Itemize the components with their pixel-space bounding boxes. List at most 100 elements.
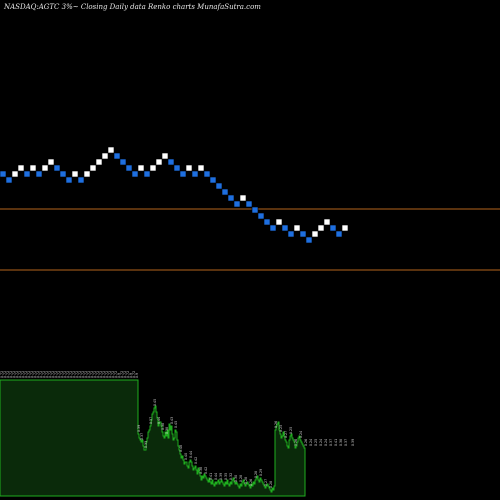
volume-label: 0.28 [244,477,248,484]
volume-label: 0.42 [204,467,208,474]
down-brick [209,176,217,184]
up-brick [293,224,301,232]
volume-label: 0.72 [30,371,34,378]
volume-label: 0.72 [57,371,61,378]
volume-label: 0.72 [36,371,40,378]
down-brick [215,182,223,190]
up-brick [149,164,157,172]
down-brick [5,176,13,184]
down-brick [125,164,133,172]
up-brick [311,230,319,238]
up-brick [161,152,169,160]
renko-bricks [0,146,349,244]
up-brick [47,158,55,166]
volume-label: 0.26 [304,439,308,446]
volume-label: 0.37 [140,433,144,440]
volume-label: 0.72 [102,371,106,378]
down-brick [53,164,61,172]
volume-label: 0.38 [199,467,203,474]
up-brick [185,164,193,172]
volume-label: 0.48 [179,445,183,452]
volume-label: 0.35 [224,473,228,480]
volume-label: 0.72 [51,371,55,378]
volume-label: 0.26 [249,479,253,486]
down-brick [59,170,67,178]
down-brick [77,176,85,184]
volume-label: 0.26 [274,421,278,428]
down-brick [329,224,337,232]
volume-label: 0.41 [209,473,213,480]
volume-label: 0.32 [229,473,233,480]
volume-label: 0.72 [99,371,103,378]
down-brick [305,236,313,244]
volume-label: 0.72 [42,371,46,378]
volume-label: 0.45 [153,399,157,406]
up-brick [239,194,247,202]
volume-label: 0.72 [93,371,97,378]
volume-label: 0.72 [66,371,70,378]
volume-label: 0.72 [60,371,64,378]
volume-labels: 0.72 0.72 0.72 0.72 0.72 0.72 0.72 0.72 0.72 0.72… [0,371,355,488]
volume-label: 0.37 [344,439,348,446]
down-brick [251,206,259,214]
volume-label: 0.72 [63,371,67,378]
volume-label: 0.72 [45,371,49,378]
volume-label: 0.39 [351,439,355,446]
volume-label: 0.25 [289,427,293,434]
down-brick [233,200,241,208]
volume-label: 0.72 [78,371,82,378]
volume-label: 0.44 [157,417,161,424]
volume-label: 0.24 [324,439,328,446]
volume-label: 0.42 [194,457,198,464]
down-brick [0,170,7,178]
volume-label: 0.37 [329,439,333,446]
up-brick [197,164,205,172]
volume-label: 0.72 [6,371,10,378]
volume-label: 0.72 [120,371,124,378]
volume-label: 0.72 [123,371,127,378]
down-brick [221,188,229,196]
volume-label: 0.72 [18,371,22,378]
volume-label: 0.72 [96,371,100,378]
volume-label: 0.38 [339,439,343,446]
volume-label: 0.26 [294,439,298,446]
volume-label: 0.30 [234,475,238,482]
volume-label: 0.9 [135,373,139,378]
volume-label: 0.72 [39,371,43,378]
volume-label: 0.39 [137,425,141,432]
volume-fill [0,379,306,497]
down-brick [269,224,277,232]
volume-label: 0.25 [279,425,283,432]
volume-label: 0.41 [334,439,338,446]
volume-label: 0.72 [75,371,79,378]
volume-area [0,379,306,497]
down-brick [227,194,235,202]
volume-label: 0.9 [117,373,121,378]
volume-label: 0.24 [319,439,323,446]
up-brick [275,218,283,226]
volume-label: 0.72 [54,371,58,378]
volume-label: 0.29 [259,469,263,476]
volume-label: 0.37 [149,417,153,424]
up-brick [95,158,103,166]
down-brick [119,158,127,166]
up-brick [323,218,331,226]
volume-label: 0.72 [111,371,115,378]
up-brick [341,224,349,232]
up-brick [83,170,91,178]
down-brick [167,158,175,166]
down-brick [173,164,181,172]
volume-label: 0.72 [81,371,85,378]
volume-label: 0.72 [90,371,94,378]
volume-label: 0.72 [48,371,52,378]
volume-label: 0.72 [108,371,112,378]
down-brick [23,170,31,178]
down-brick [113,152,121,160]
volume-label: 0.44 [189,451,193,458]
up-brick [101,152,109,160]
chart-title: NASDAQ:AGTC 3%~ Closing Daily data Renko… [4,3,261,11]
down-brick [191,170,199,178]
up-brick [107,146,115,154]
volume-label: 0.43 [170,417,174,424]
